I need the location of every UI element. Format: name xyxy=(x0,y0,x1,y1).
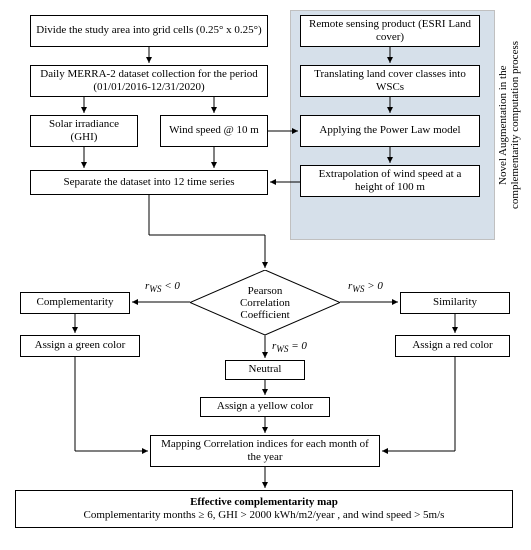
arrows-layer xyxy=(0,0,531,550)
